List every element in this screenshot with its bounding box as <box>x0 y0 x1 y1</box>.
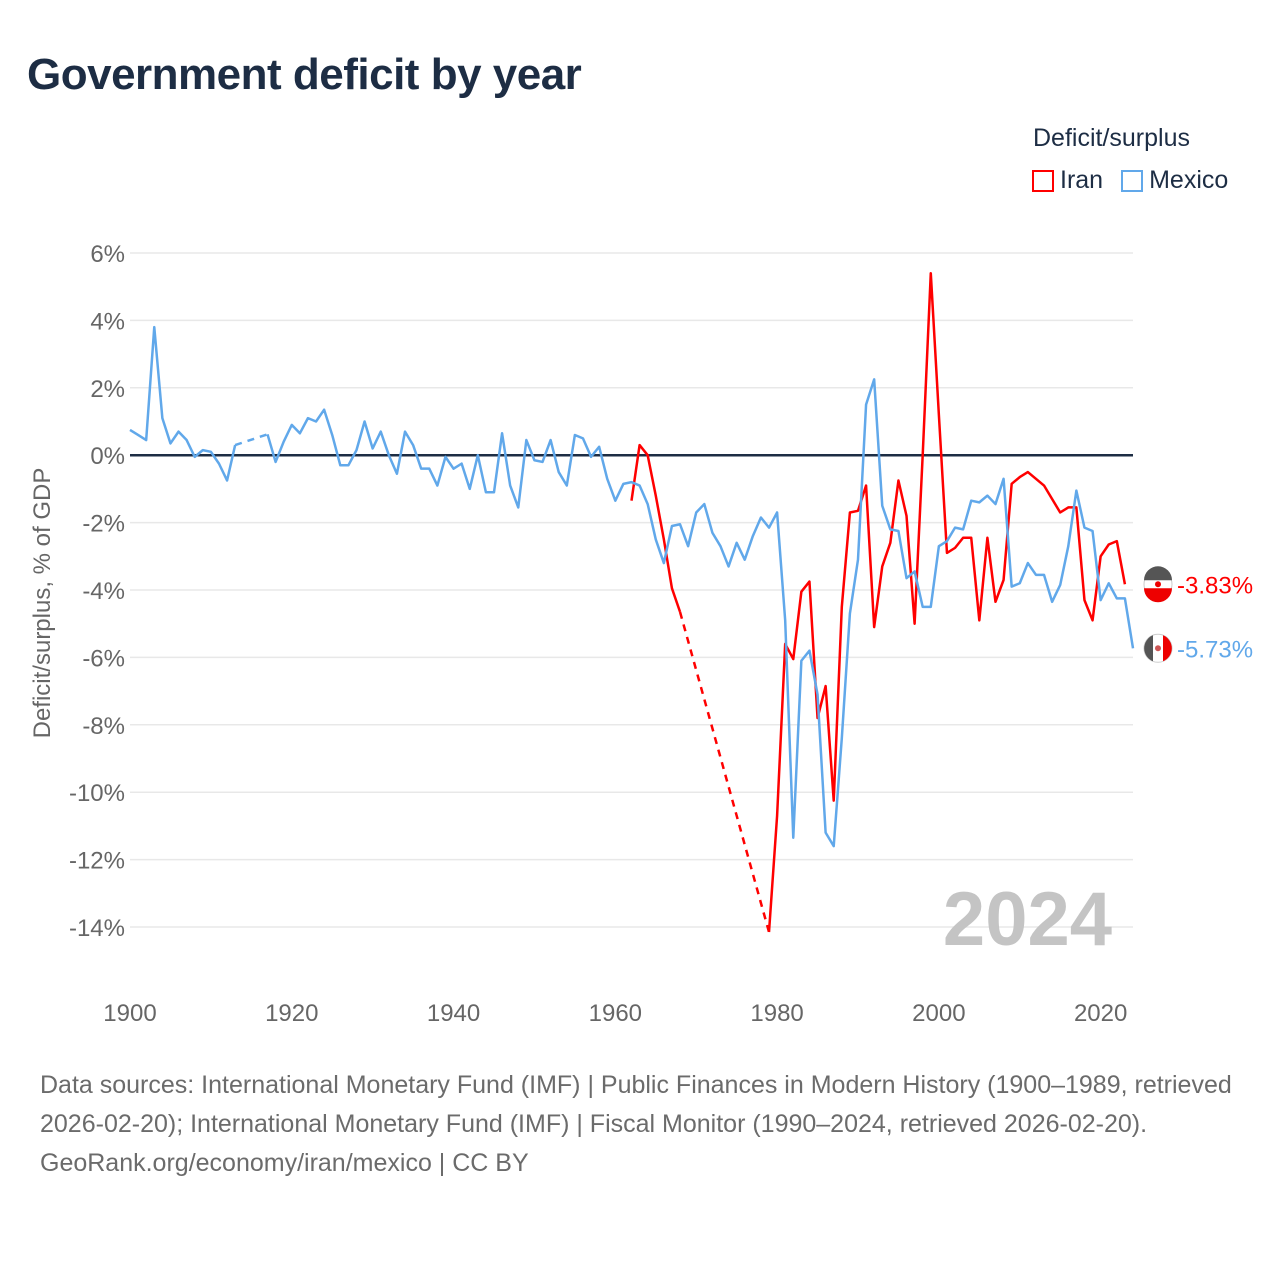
x-tick-label: 2000 <box>912 1000 965 1027</box>
series-gap-mexico <box>234 433 268 447</box>
x-tick-label: 1980 <box>750 1000 803 1027</box>
y-tick-label: -10% <box>69 780 125 807</box>
x-tick-label: 1960 <box>589 1000 642 1027</box>
end-label-iran: -3.83% <box>1177 572 1253 599</box>
series-gap-iran <box>678 611 771 933</box>
legend-swatch-mexico <box>1121 169 1144 192</box>
x-tick-label: 1900 <box>103 1000 156 1027</box>
data-sources: Data sources: International Monetary Fun… <box>40 1071 1232 1138</box>
y-tick-label: 0% <box>90 443 125 470</box>
chart-plot: 6% 4% 2% 0% -2% -4% -6% -8% -10% -12% -14% 1900 1920… <box>29 241 1253 1027</box>
y-tick-label: -6% <box>82 645 125 672</box>
legend-swatch-iran <box>1032 169 1054 192</box>
mexico-flag-icon <box>1143 633 1173 663</box>
series-line-mexico <box>129 325 237 482</box>
legend-label-mexico: Mexico <box>1149 166 1229 194</box>
year-watermark: 2024 <box>943 877 1112 962</box>
credit-link[interactable]: GeoRank.org/economy/iran/mexico | CC BY <box>40 1149 529 1177</box>
legend-label-iran: Iran <box>1060 166 1104 194</box>
y-tick-label: 2% <box>90 376 125 403</box>
legend-title: Deficit/surplus <box>1033 124 1190 152</box>
y-tick-label: 4% <box>90 308 125 335</box>
series-line-mexico <box>266 378 1135 848</box>
series-line-iran <box>767 271 1127 933</box>
y-tick-label: -12% <box>69 848 125 875</box>
legend-item-iran[interactable]: Iran <box>1032 166 1103 195</box>
y-tick-label: -8% <box>82 713 125 740</box>
x-tick-label: 1920 <box>265 1000 318 1027</box>
y-tick-label: -4% <box>82 578 125 605</box>
end-label-mexico: -5.73% <box>1177 636 1253 663</box>
y-tick-label: -2% <box>82 511 125 538</box>
x-tick-label: 2020 <box>1074 1000 1127 1027</box>
iran-flag-icon <box>1143 566 1173 603</box>
y-tick-label: 6% <box>90 241 125 268</box>
y-tick-label: -14% <box>69 915 125 942</box>
footer: Data sources: International Monetary Fun… <box>40 1066 1240 1183</box>
chart-title: Government deficit by year <box>27 50 582 99</box>
legend: Iran Mexico <box>1032 166 1228 195</box>
y-axis-label: Deficit/surplus, % of GDP <box>29 468 56 739</box>
x-tick-label: 1940 <box>427 1000 480 1027</box>
legend-item-mexico[interactable]: Mexico <box>1121 166 1228 195</box>
series-line-iran <box>630 443 682 613</box>
